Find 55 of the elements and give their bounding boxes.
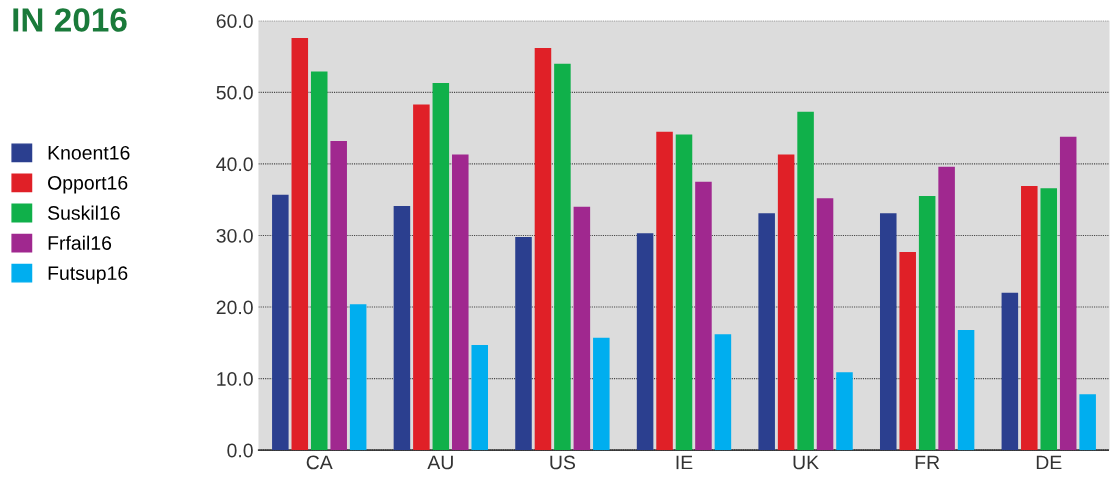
y-tick-label: 10.0: [217, 372, 253, 386]
y-tick-label: 0.0: [227, 443, 253, 458]
bar: [899, 251, 916, 451]
bar: [1040, 188, 1058, 451]
legend-label: Suskil16: [47, 205, 120, 220]
bar: [471, 344, 488, 451]
x-tick-label: AU: [427, 455, 453, 470]
bar: [432, 83, 450, 451]
bar: [714, 334, 732, 451]
bar: [797, 111, 814, 451]
bar: [310, 71, 328, 451]
x-tick-label: IE: [676, 455, 693, 470]
chart-title: IN 2016: [13, 8, 127, 32]
bar: [918, 196, 936, 451]
legend-label: Opport16: [48, 175, 128, 194]
bar: [593, 337, 610, 451]
bar: [695, 181, 712, 451]
bar: [573, 206, 591, 451]
bar: [554, 63, 571, 451]
bar: [758, 213, 775, 451]
bar: [675, 134, 693, 451]
x-tick-label: UK: [793, 455, 819, 470]
bar: [938, 166, 955, 451]
x-tick-label: DE: [1036, 455, 1062, 470]
bar: [636, 233, 654, 451]
y-tick-label: 20.0: [216, 300, 253, 315]
y-tick-label: 40.0: [216, 157, 253, 172]
bar: [534, 47, 552, 451]
y-tick-label: 30.0: [216, 228, 253, 243]
bar: [1059, 136, 1077, 451]
bar: [272, 194, 289, 451]
bar: [452, 154, 469, 451]
bar: [957, 329, 975, 451]
bar: [349, 304, 367, 451]
bar: [515, 236, 532, 451]
bar: [291, 37, 309, 451]
bar: [656, 131, 673, 451]
bar: [413, 104, 430, 451]
y-tick-label: 60.0: [216, 14, 253, 29]
y-tick-label: 50.0: [216, 85, 253, 100]
bar: [393, 206, 411, 451]
bar: [816, 198, 834, 451]
bar: [1079, 394, 1096, 451]
bar: [330, 141, 347, 451]
bar: [879, 213, 897, 451]
x-tick-label: US: [550, 455, 576, 470]
bar: [836, 372, 853, 451]
bar: [1001, 292, 1019, 451]
legend-label: Futsup16: [48, 266, 128, 284]
bar: [777, 154, 795, 451]
legend-label: Frfail16: [48, 235, 112, 250]
bar: [1021, 186, 1038, 451]
x-tick-label: CA: [306, 455, 333, 470]
legend-label: Knoent16: [48, 145, 130, 160]
x-tick-label: FR: [915, 455, 940, 470]
